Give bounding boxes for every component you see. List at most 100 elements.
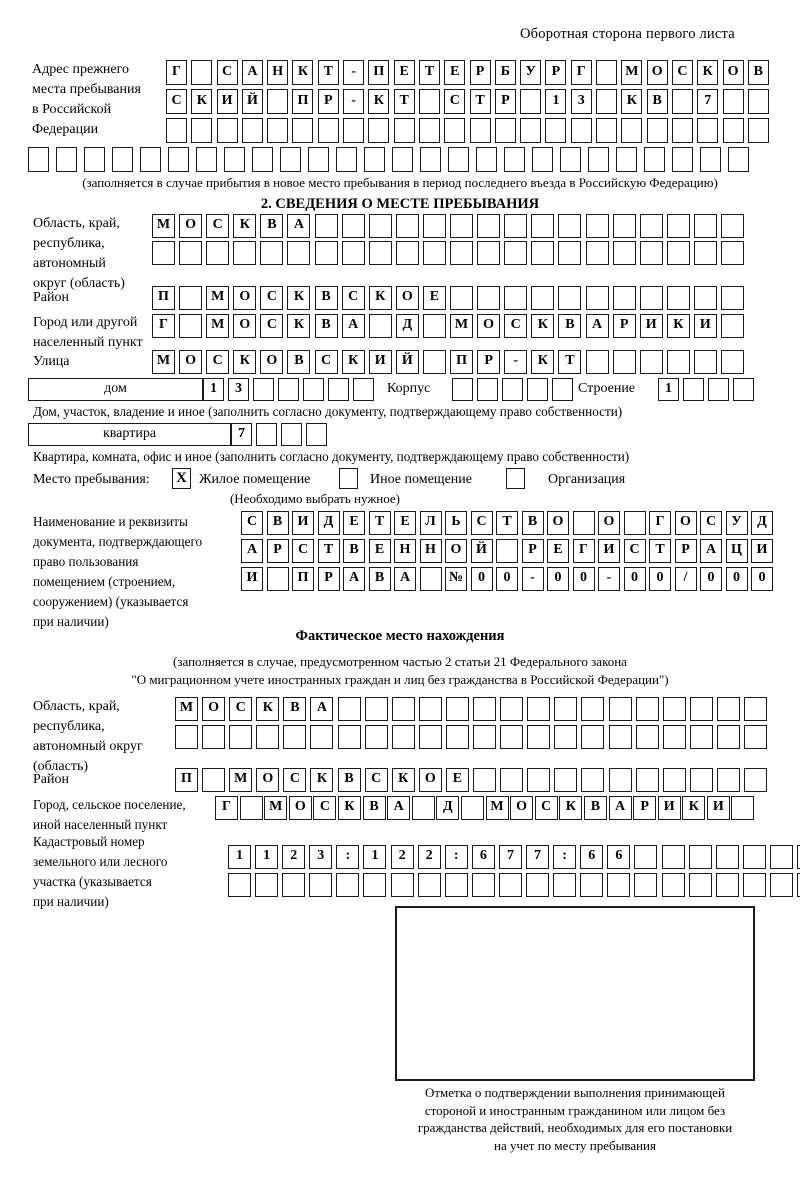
char-cell[interactable] bbox=[420, 147, 441, 172]
char-cell[interactable] bbox=[621, 118, 643, 143]
char-cell[interactable] bbox=[411, 796, 435, 820]
char-cell[interactable] bbox=[688, 845, 712, 869]
char-cell[interactable] bbox=[477, 378, 498, 401]
char-cell[interactable] bbox=[418, 697, 442, 721]
char-cell[interactable] bbox=[228, 873, 251, 897]
char-cell[interactable]: Р bbox=[317, 567, 340, 591]
char-cell[interactable]: Й bbox=[395, 350, 419, 374]
char-cell[interactable] bbox=[500, 768, 524, 792]
char-cell[interactable]: А bbox=[608, 796, 632, 820]
char-cell[interactable] bbox=[267, 118, 289, 143]
char-cell[interactable]: В bbox=[266, 511, 289, 535]
char-cell[interactable]: С bbox=[216, 60, 238, 85]
char-cell[interactable]: Т bbox=[317, 60, 339, 85]
char-cell[interactable] bbox=[666, 214, 690, 238]
char-cell[interactable]: 1 bbox=[658, 378, 679, 401]
char-cell[interactable] bbox=[585, 241, 609, 265]
char-cell[interactable] bbox=[585, 286, 609, 310]
char-cell[interactable]: 1 bbox=[203, 378, 224, 401]
char-cell[interactable]: Р bbox=[494, 89, 516, 114]
char-cell[interactable]: Е bbox=[444, 60, 466, 85]
char-cell[interactable]: Г bbox=[570, 60, 592, 85]
char-cell[interactable]: К bbox=[310, 768, 334, 792]
char-cell[interactable] bbox=[769, 873, 793, 897]
char-cell[interactable]: 0 bbox=[470, 567, 493, 591]
char-cell[interactable]: С bbox=[314, 350, 338, 374]
char-cell[interactable] bbox=[196, 147, 217, 172]
korpus-cells[interactable] bbox=[452, 378, 573, 401]
char-cell[interactable]: К bbox=[233, 350, 257, 374]
char-cell[interactable] bbox=[314, 241, 338, 265]
char-cell[interactable] bbox=[444, 873, 468, 897]
char-cell[interactable] bbox=[364, 147, 385, 172]
char-cell[interactable] bbox=[317, 118, 339, 143]
char-cell[interactable]: М bbox=[621, 60, 643, 85]
char-cell[interactable]: К bbox=[531, 350, 555, 374]
char-cell[interactable] bbox=[666, 286, 690, 310]
char-cell[interactable] bbox=[417, 873, 441, 897]
char-cell[interactable]: Т bbox=[317, 539, 340, 563]
char-cell[interactable]: Й bbox=[241, 89, 263, 114]
char-cell[interactable]: Е bbox=[343, 511, 365, 535]
char-cell[interactable] bbox=[216, 118, 238, 143]
char-cell[interactable]: К bbox=[287, 286, 311, 310]
char-cell[interactable] bbox=[531, 286, 555, 310]
char-cell[interactable]: 3 bbox=[228, 378, 249, 401]
cadastral-row-2[interactable] bbox=[228, 873, 800, 897]
char-cell[interactable] bbox=[418, 725, 442, 749]
char-cell[interactable] bbox=[596, 89, 618, 114]
char-cell[interactable]: Т bbox=[649, 539, 671, 563]
char-cell[interactable]: П bbox=[368, 60, 390, 85]
char-cell[interactable] bbox=[666, 350, 690, 374]
char-cell[interactable] bbox=[152, 241, 175, 265]
stroenie-cells[interactable]: 1 bbox=[658, 378, 754, 401]
char-cell[interactable]: Е bbox=[445, 768, 469, 792]
char-cell[interactable]: Е bbox=[422, 286, 446, 310]
char-cell[interactable]: 7 bbox=[697, 89, 719, 114]
char-cell[interactable]: О bbox=[547, 511, 569, 535]
char-cell[interactable]: И bbox=[751, 539, 773, 563]
char-cell[interactable]: П bbox=[152, 286, 175, 310]
char-cell[interactable]: 0 bbox=[725, 567, 748, 591]
char-cell[interactable] bbox=[639, 214, 663, 238]
char-cell[interactable] bbox=[693, 350, 717, 374]
char-cell[interactable] bbox=[368, 118, 390, 143]
char-cell[interactable] bbox=[179, 241, 203, 265]
char-cell[interactable] bbox=[452, 378, 473, 401]
char-cell[interactable] bbox=[422, 314, 446, 338]
char-cell[interactable]: У bbox=[520, 60, 542, 85]
char-cell[interactable] bbox=[733, 378, 754, 401]
char-cell[interactable]: И bbox=[368, 350, 392, 374]
char-cell[interactable]: Г bbox=[166, 60, 187, 85]
char-cell[interactable] bbox=[391, 697, 415, 721]
char-cell[interactable] bbox=[419, 567, 442, 591]
char-cell[interactable] bbox=[477, 286, 501, 310]
char-cell[interactable] bbox=[531, 241, 555, 265]
char-cell[interactable]: С bbox=[206, 214, 230, 238]
char-cell[interactable] bbox=[532, 147, 553, 172]
char-cell[interactable]: С bbox=[700, 511, 722, 535]
char-cell[interactable] bbox=[588, 147, 609, 172]
char-cell[interactable]: № bbox=[445, 567, 467, 591]
char-cell[interactable] bbox=[504, 241, 528, 265]
char-cell[interactable]: В bbox=[646, 89, 668, 114]
char-cell[interactable] bbox=[662, 768, 686, 792]
char-cell[interactable]: Р bbox=[612, 314, 636, 338]
char-cell[interactable] bbox=[531, 214, 555, 238]
char-cell[interactable] bbox=[341, 214, 365, 238]
char-cell[interactable] bbox=[796, 845, 800, 869]
char-cell[interactable]: В bbox=[558, 314, 582, 338]
char-cell[interactable]: К bbox=[337, 796, 361, 820]
char-cell[interactable]: М bbox=[264, 796, 288, 820]
char-cell[interactable] bbox=[671, 89, 693, 114]
char-cell[interactable] bbox=[502, 378, 523, 401]
char-cell[interactable] bbox=[644, 147, 665, 172]
char-cell[interactable]: А bbox=[341, 314, 365, 338]
char-cell[interactable]: О bbox=[202, 697, 226, 721]
char-cell[interactable]: В bbox=[747, 60, 769, 85]
char-cell[interactable] bbox=[84, 147, 105, 172]
char-cell[interactable]: Р bbox=[674, 539, 697, 563]
char-cell[interactable] bbox=[570, 118, 592, 143]
